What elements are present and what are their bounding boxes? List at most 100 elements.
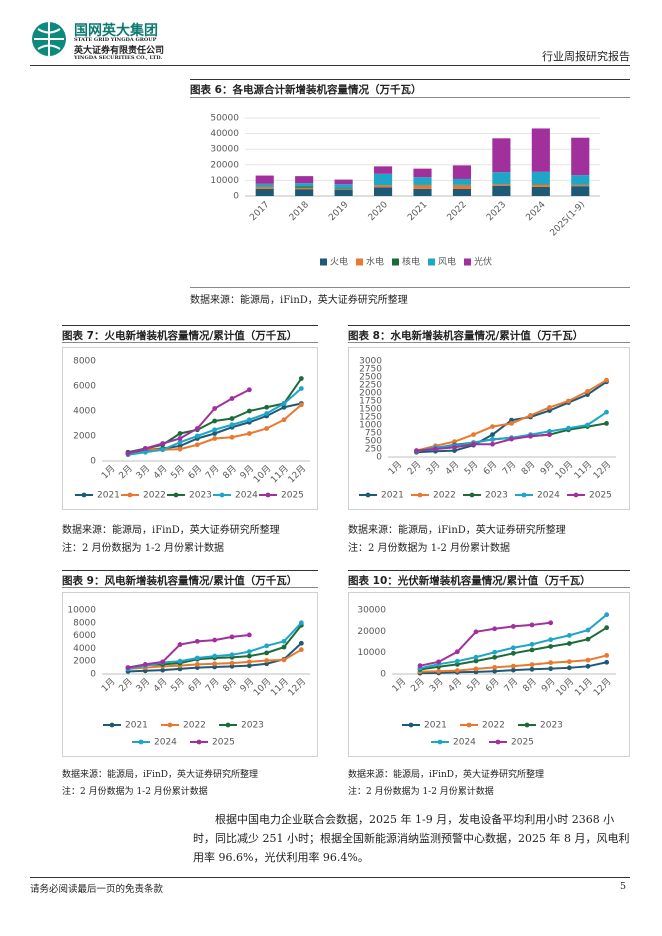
legend-label: 2024: [453, 738, 476, 748]
point: [177, 658, 183, 664]
disclaimer: 请务必阅读最后一页的免责条款: [30, 884, 164, 895]
point: [229, 660, 235, 666]
point: [194, 426, 200, 431]
point: [246, 663, 252, 669]
series-line: [419, 621, 551, 667]
x-tick-label: 4月: [151, 463, 169, 481]
x-tick-label: 2月: [117, 676, 135, 694]
x-tick-label: 11月: [269, 463, 291, 485]
legend-swatch: [173, 492, 179, 498]
legend-swatch: [127, 492, 133, 498]
point: [229, 634, 235, 640]
point: [585, 636, 591, 642]
point: [177, 431, 183, 436]
point: [604, 612, 610, 618]
point: [264, 404, 270, 410]
point: [160, 447, 166, 453]
bar-segment: [334, 179, 353, 185]
legend-label: 光伏: [474, 256, 492, 268]
chart: 0 10000 20000 30000 40000 50000 2017 2018 2019 20…: [210, 114, 600, 268]
bar-segment: [413, 177, 432, 185]
point: [510, 667, 516, 673]
point: [585, 627, 591, 633]
y-tick-label: 0: [376, 453, 382, 463]
legend-label: 2022: [433, 491, 456, 501]
point: [194, 442, 200, 448]
point: [548, 620, 554, 626]
legend-swatch: [466, 722, 472, 728]
chart-frame: [348, 592, 630, 757]
x-tick-label: 10月: [251, 463, 273, 485]
series-line: [416, 380, 608, 454]
point: [125, 451, 131, 456]
x-tick-label: 2023: [485, 200, 508, 223]
legend-label: 2021: [424, 721, 447, 731]
legend-swatch: [392, 258, 399, 266]
point: [548, 666, 554, 672]
figure-title: 图表 8：水电新增装机容量情况/累计值（万千瓦）: [348, 330, 584, 342]
figure-title: 图表 9：风电新增装机容量情况/累计值（万千瓦）: [62, 575, 298, 587]
figure-title: 图表 10：光伏新增装机容量情况/累计值（万千瓦）: [348, 575, 591, 587]
bar-segment: [373, 187, 393, 196]
y-tick-label: 10000: [357, 648, 386, 658]
point: [548, 644, 554, 649]
x-tick-label: 2月: [409, 676, 427, 694]
point: [246, 659, 252, 665]
legend-label: 2025: [281, 491, 304, 501]
y-tick-label: 1000: [359, 421, 382, 431]
x-tick-label: 8月: [221, 676, 239, 694]
legend-swatch: [196, 739, 202, 745]
bar-segment: [255, 186, 274, 189]
legend-label: 核电: [402, 256, 420, 268]
legend-label: 2021: [97, 491, 120, 501]
y-tick-label: 3000: [359, 357, 382, 367]
x-tick-label: 2022: [446, 200, 469, 223]
x-tick-label: 2019: [327, 200, 350, 223]
point: [298, 386, 304, 391]
point: [177, 439, 183, 445]
legend-swatch: [356, 258, 363, 266]
x-tick-label: 4月: [151, 676, 169, 694]
point: [264, 658, 270, 663]
company-cn: 英大证券有限责任公司: [74, 46, 165, 56]
point: [212, 406, 218, 411]
y-tick-label: 30000: [210, 145, 239, 155]
point: [281, 404, 287, 410]
point: [194, 638, 200, 644]
y-tick-label: 6000: [73, 382, 96, 392]
point: [212, 418, 218, 424]
rule: [62, 342, 318, 343]
legend-label: 2025: [589, 491, 612, 501]
bar-segment: [295, 186, 314, 188]
point: [298, 620, 304, 626]
point: [529, 662, 535, 668]
point: [433, 446, 438, 452]
bar-segment: [413, 185, 432, 189]
point: [492, 668, 498, 674]
note: 注：2 月份数据为 1-2 月份累计数据: [348, 787, 494, 797]
point: [177, 642, 183, 647]
footer-rule: [30, 877, 630, 878]
x-tick-label: 5月: [465, 676, 483, 694]
point: [547, 405, 552, 410]
legend-swatch: [81, 492, 87, 498]
legend-swatch: [365, 492, 371, 498]
bar-segment: [452, 185, 472, 189]
point: [246, 653, 252, 659]
bar-segment: [373, 173, 393, 186]
y-tick-label: 2500: [359, 373, 382, 383]
legend-swatch: [428, 258, 435, 266]
y-tick-label: 4000: [73, 407, 96, 417]
rule: [348, 325, 630, 326]
rule: [62, 587, 318, 588]
bar-segment: [492, 138, 511, 173]
point: [548, 637, 554, 643]
point: [471, 441, 476, 447]
bar-segment: [373, 185, 393, 188]
point: [604, 653, 610, 658]
source: 数据来源：能源局，iFinD，英大证券研究所整理: [62, 525, 280, 536]
series-line: [127, 633, 250, 669]
page-number: 5: [619, 881, 626, 892]
x-tick-label: 5月: [169, 463, 187, 481]
